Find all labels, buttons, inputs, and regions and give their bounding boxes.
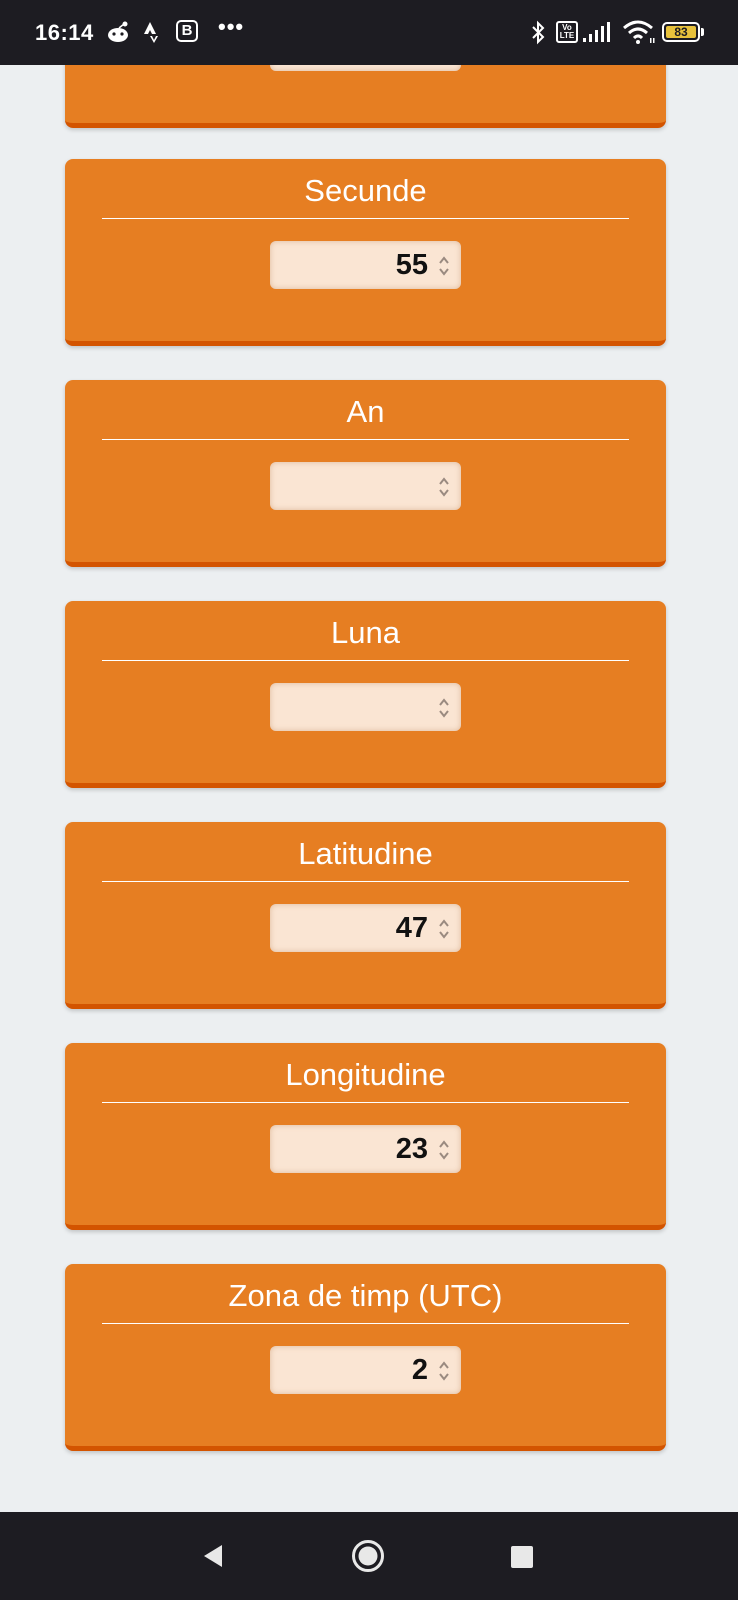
- card-divider: [102, 439, 629, 440]
- card-title-secunde: Secunde: [304, 173, 427, 208]
- secunde-value: 55: [395, 249, 428, 281]
- longitudine-input[interactable]: 23: [270, 1125, 461, 1173]
- settings-list[interactable]: Secunde 55 An Luna: [0, 65, 738, 1512]
- latitudine-value: 47: [395, 912, 428, 944]
- card-title-an: An: [346, 394, 385, 429]
- volte-icon: Vo LTE: [556, 21, 578, 43]
- card-divider: [102, 218, 629, 219]
- signal-icon: [583, 22, 610, 42]
- battery-tip: [701, 28, 704, 36]
- spinner-arrows-icon[interactable]: [437, 1359, 451, 1383]
- luna-input[interactable]: [270, 683, 461, 731]
- card-an: An: [65, 380, 666, 567]
- card-title-zona-de-timp: Zona de timp (UTC): [228, 1278, 503, 1313]
- secunde-input[interactable]: 55: [270, 241, 461, 289]
- card-divider: [102, 660, 629, 661]
- latitudine-input[interactable]: 47: [270, 904, 461, 952]
- card-partial: [65, 65, 666, 128]
- card-latitudine: Latitudine 47: [65, 822, 666, 1009]
- status-bar: 16:14 B ••• Vo LTE 83: [0, 0, 738, 65]
- card-title-latitudine: Latitudine: [298, 836, 433, 871]
- wifi-icon: [623, 20, 655, 44]
- zona-de-timp-input[interactable]: 2: [270, 1346, 461, 1394]
- status-time: 16:14: [35, 20, 94, 45]
- home-icon[interactable]: [350, 1538, 386, 1574]
- card-luna: Luna: [65, 601, 666, 788]
- an-input[interactable]: [270, 462, 461, 510]
- spinner-arrows-icon[interactable]: [437, 254, 451, 278]
- card-divider: [102, 881, 629, 882]
- zona-de-timp-value: 2: [411, 1354, 428, 1386]
- back-icon[interactable]: [200, 1542, 226, 1570]
- spinner-arrows-icon[interactable]: [437, 1138, 451, 1162]
- battery-level: 83: [666, 26, 696, 38]
- card-zona-de-timp: Zona de timp (UTC) 2: [65, 1264, 666, 1451]
- card-divider: [102, 1323, 629, 1324]
- spinner-arrows-icon[interactable]: [437, 475, 451, 499]
- navigation-bar: [0, 1512, 738, 1600]
- b-app-icon: B: [176, 20, 198, 42]
- card-title-luna: Luna: [331, 615, 400, 650]
- recents-icon[interactable]: [510, 1545, 534, 1569]
- reddit-icon: [108, 21, 128, 42]
- bluetooth-icon: [532, 20, 545, 45]
- card-secunde: Secunde 55: [65, 159, 666, 346]
- card-title-longitudine: Longitudine: [285, 1057, 446, 1092]
- spinner-arrows-icon[interactable]: [437, 917, 451, 941]
- card-divider: [102, 1102, 629, 1103]
- longitudine-value: 23: [395, 1133, 428, 1165]
- more-notifications-icon: •••: [218, 14, 245, 39]
- number-input[interactable]: [270, 65, 461, 71]
- spinner-arrows-icon[interactable]: [437, 696, 451, 720]
- strava-icon: [144, 22, 158, 43]
- card-longitudine: Longitudine 23: [65, 1043, 666, 1230]
- battery-icon: 83: [662, 22, 700, 42]
